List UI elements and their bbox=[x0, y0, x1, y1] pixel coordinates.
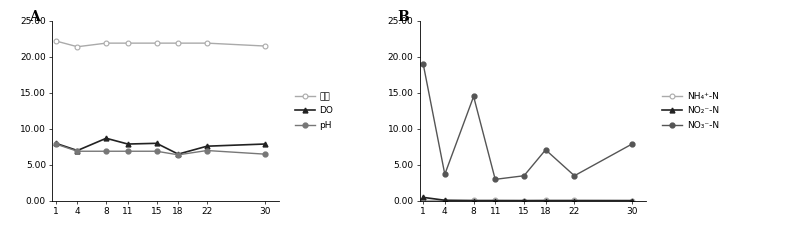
NO₃⁻-N bbox=[439, 173, 449, 176]
NO₃⁻-N bbox=[626, 143, 636, 146]
NO₂⁻-N bbox=[569, 199, 578, 202]
DO bbox=[173, 153, 183, 155]
DO bbox=[101, 137, 111, 140]
DO bbox=[72, 149, 82, 152]
Line: DO: DO bbox=[53, 136, 267, 157]
水温 bbox=[152, 42, 161, 45]
NO₂⁻-N bbox=[519, 199, 529, 202]
Legend: NH₄⁺-N, NO₂⁻-N, NO₃⁻-N: NH₄⁺-N, NO₂⁻-N, NO₃⁻-N bbox=[662, 92, 718, 130]
NH₄⁺-N bbox=[490, 199, 500, 202]
pH bbox=[152, 150, 161, 153]
水温 bbox=[51, 40, 60, 42]
Line: NO₂⁻-N: NO₂⁻-N bbox=[420, 195, 634, 203]
NO₂⁻-N bbox=[418, 196, 427, 199]
NO₃⁻-N bbox=[569, 174, 578, 177]
DO bbox=[260, 143, 269, 146]
DO bbox=[51, 142, 60, 145]
pH bbox=[72, 150, 82, 153]
水温 bbox=[123, 42, 132, 45]
NO₃⁻-N bbox=[490, 178, 500, 181]
NH₄⁺-N bbox=[439, 199, 449, 202]
NO₂⁻-N bbox=[439, 199, 449, 202]
水温 bbox=[173, 42, 183, 45]
水温 bbox=[260, 45, 269, 47]
水温 bbox=[202, 42, 212, 45]
pH bbox=[173, 153, 183, 156]
水温 bbox=[72, 45, 82, 48]
NH₄⁺-N bbox=[626, 199, 636, 202]
DO bbox=[202, 145, 212, 148]
NH₄⁺-N bbox=[418, 199, 427, 202]
NH₄⁺-N bbox=[468, 199, 478, 202]
NO₂⁻-N bbox=[490, 199, 500, 202]
DO bbox=[152, 142, 161, 145]
NO₃⁻-N bbox=[519, 174, 529, 177]
NO₃⁻-N bbox=[468, 95, 478, 98]
Text: B: B bbox=[396, 10, 408, 24]
pH bbox=[51, 143, 60, 146]
Legend: 水温, DO, pH: 水温, DO, pH bbox=[294, 92, 333, 130]
NO₂⁻-N bbox=[468, 199, 478, 202]
NO₂⁻-N bbox=[626, 199, 636, 202]
pH bbox=[123, 150, 132, 153]
NH₄⁺-N bbox=[540, 199, 549, 202]
水温 bbox=[101, 42, 111, 45]
Line: 水温: 水温 bbox=[53, 39, 267, 49]
NH₄⁺-N bbox=[519, 199, 529, 202]
Line: pH: pH bbox=[53, 142, 267, 157]
pH bbox=[101, 150, 111, 153]
Line: NH₄⁺-N: NH₄⁺-N bbox=[420, 198, 634, 203]
pH bbox=[202, 149, 212, 152]
NH₄⁺-N bbox=[569, 199, 578, 202]
DO bbox=[123, 143, 132, 146]
pH bbox=[260, 153, 269, 155]
Text: A: A bbox=[30, 10, 40, 24]
Line: NO₃⁻-N: NO₃⁻-N bbox=[420, 62, 634, 182]
NO₂⁻-N bbox=[540, 199, 549, 202]
NO₃⁻-N bbox=[418, 63, 427, 65]
NO₃⁻-N bbox=[540, 148, 549, 151]
